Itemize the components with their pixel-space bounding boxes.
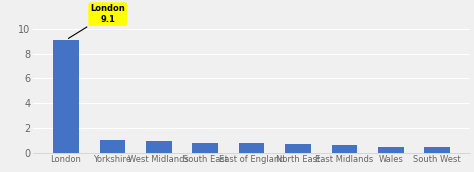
Bar <box>285 144 311 153</box>
Text: London
9.1: London 9.1 <box>68 4 125 38</box>
Bar <box>425 147 450 153</box>
Bar <box>100 140 125 153</box>
Bar <box>53 40 79 153</box>
Bar <box>192 143 218 153</box>
Bar <box>378 147 403 153</box>
Bar <box>332 145 357 153</box>
Bar <box>239 143 264 153</box>
Bar <box>146 141 172 153</box>
